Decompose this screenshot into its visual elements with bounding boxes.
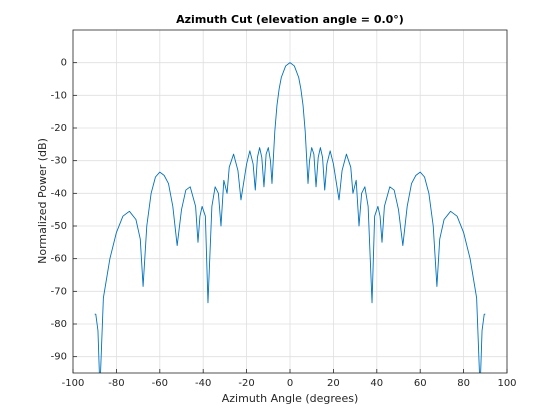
x-tick-label: 60 bbox=[414, 378, 427, 389]
line-series bbox=[94, 62, 486, 373]
y-tick-label: -30 bbox=[51, 156, 67, 167]
y-tick-label: -70 bbox=[51, 286, 67, 297]
y-tick-label: -60 bbox=[51, 254, 67, 265]
x-tick-label: 40 bbox=[370, 378, 383, 389]
y-tick-label: -50 bbox=[51, 221, 67, 232]
y-tick-label: -90 bbox=[51, 352, 67, 363]
y-axis-label: Normalized Power (dB) bbox=[36, 138, 49, 264]
chart-title: Azimuth Cut (elevation angle = 0.0°) bbox=[176, 13, 404, 26]
x-tick-label: 0 bbox=[287, 378, 293, 389]
y-tick-label: -80 bbox=[51, 319, 67, 330]
x-tick-label: 80 bbox=[457, 378, 470, 389]
x-tick-label: -20 bbox=[238, 378, 254, 389]
x-tick-label: -60 bbox=[152, 378, 168, 389]
x-tick-label: -80 bbox=[108, 378, 124, 389]
y-tick-label: -20 bbox=[51, 123, 67, 134]
x-tick-label: -40 bbox=[195, 378, 211, 389]
x-axis-label: Azimuth Angle (degrees) bbox=[222, 392, 359, 405]
x-tick-label: 20 bbox=[327, 378, 340, 389]
x-tick-label: -100 bbox=[62, 378, 85, 389]
y-tick-label: 0 bbox=[61, 58, 67, 69]
y-tick-label: -40 bbox=[51, 188, 67, 199]
y-tick-label: -10 bbox=[51, 90, 67, 101]
x-tick-label: 100 bbox=[497, 378, 516, 389]
